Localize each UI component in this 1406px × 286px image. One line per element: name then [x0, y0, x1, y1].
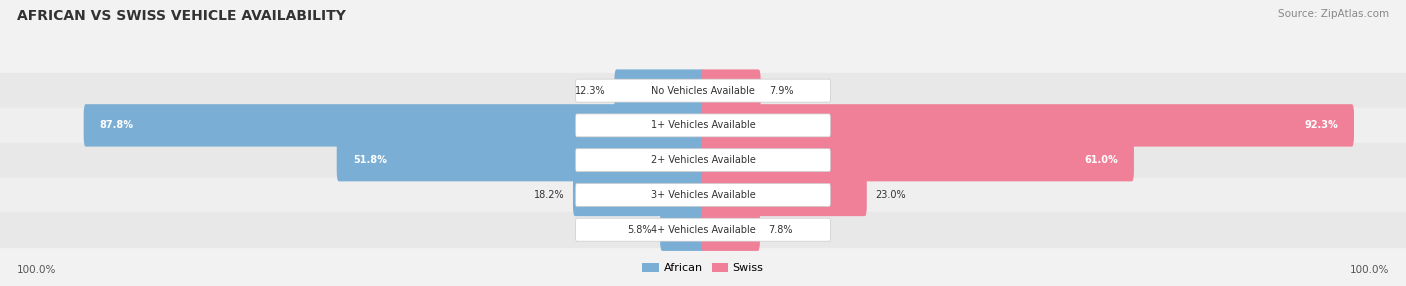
FancyBboxPatch shape [700, 104, 1354, 147]
Text: 87.8%: 87.8% [100, 120, 134, 130]
FancyBboxPatch shape [574, 174, 706, 216]
Bar [0, 73, 1406, 108]
Text: No Vehicles Available: No Vehicles Available [651, 86, 755, 96]
FancyBboxPatch shape [575, 79, 831, 102]
FancyBboxPatch shape [337, 139, 706, 181]
Text: Source: ZipAtlas.com: Source: ZipAtlas.com [1278, 9, 1389, 19]
FancyBboxPatch shape [84, 104, 704, 147]
Text: 3+ Vehicles Available: 3+ Vehicles Available [651, 190, 755, 200]
Text: 61.0%: 61.0% [1084, 155, 1118, 165]
Text: 5.8%: 5.8% [627, 225, 652, 235]
Bar [0, 143, 1406, 178]
Bar [0, 212, 1406, 247]
FancyBboxPatch shape [575, 218, 831, 241]
Bar [0, 178, 1406, 212]
Legend: African, Swiss: African, Swiss [638, 258, 768, 278]
Text: 92.3%: 92.3% [1303, 120, 1339, 130]
Text: 4+ Vehicles Available: 4+ Vehicles Available [651, 225, 755, 235]
Text: 51.8%: 51.8% [353, 155, 387, 165]
FancyBboxPatch shape [575, 183, 831, 206]
Text: 100.0%: 100.0% [17, 265, 56, 275]
Text: 23.0%: 23.0% [875, 190, 905, 200]
Text: 2+ Vehicles Available: 2+ Vehicles Available [651, 155, 755, 165]
Text: 1+ Vehicles Available: 1+ Vehicles Available [651, 120, 755, 130]
FancyBboxPatch shape [661, 208, 706, 251]
FancyBboxPatch shape [575, 149, 831, 172]
Text: 12.3%: 12.3% [575, 86, 606, 96]
FancyBboxPatch shape [700, 139, 1135, 181]
FancyBboxPatch shape [614, 69, 706, 112]
Text: 100.0%: 100.0% [1350, 265, 1389, 275]
FancyBboxPatch shape [575, 114, 831, 137]
FancyBboxPatch shape [700, 69, 761, 112]
Text: AFRICAN VS SWISS VEHICLE AVAILABILITY: AFRICAN VS SWISS VEHICLE AVAILABILITY [17, 9, 346, 23]
Bar [0, 108, 1406, 143]
FancyBboxPatch shape [700, 174, 866, 216]
FancyBboxPatch shape [700, 208, 759, 251]
Text: 7.8%: 7.8% [768, 225, 793, 235]
Text: 18.2%: 18.2% [534, 190, 565, 200]
Text: 7.9%: 7.9% [769, 86, 793, 96]
